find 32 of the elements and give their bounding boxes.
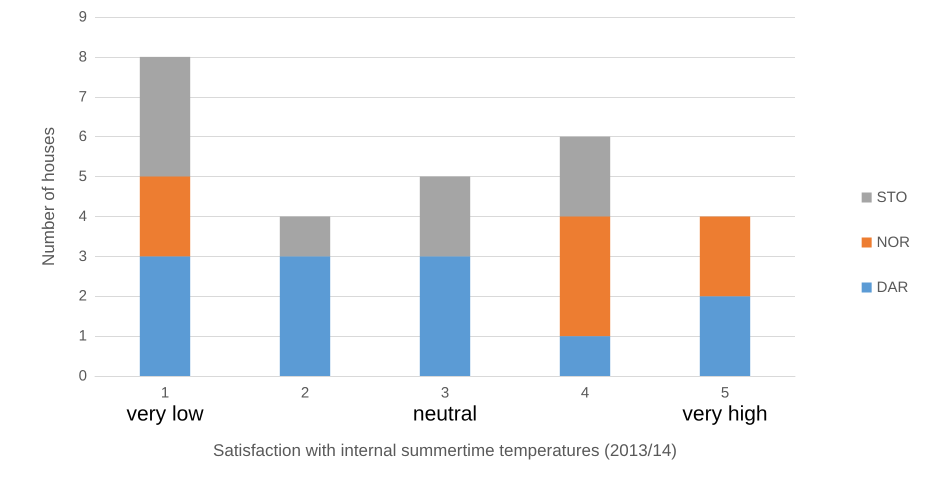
bar: [420, 176, 470, 256]
bar: [280, 216, 330, 256]
y-tick-label: 5: [78, 168, 87, 186]
legend-label: DAR: [876, 279, 909, 296]
bar: [560, 216, 610, 336]
y-axis-title: Number of houses: [39, 127, 58, 266]
legend-label: STO: [876, 189, 908, 206]
legend-label: NOR: [876, 234, 910, 251]
bar: [700, 216, 750, 296]
x-tick-label: 3 neutral: [412, 384, 478, 426]
bar: [700, 296, 750, 376]
y-tick-label: 7: [78, 88, 87, 106]
bar: [140, 56, 190, 177]
x-axis-title: Satisfaction with internal summertime temperatures (2013/14): [213, 441, 677, 460]
y-tick-label: 3: [78, 248, 87, 265]
bar: [140, 176, 190, 256]
y-tick-label: 4: [78, 208, 87, 225]
x-tick-label: 1 very low: [126, 384, 204, 426]
x-tick-label: 2: [300, 384, 310, 402]
x-tick-label: 4: [580, 384, 590, 402]
bar: [280, 256, 330, 376]
y-tick-label: 9: [78, 8, 87, 26]
y-tick-label: 1: [78, 328, 87, 345]
bar: [560, 136, 610, 216]
y-tick-label: 2: [78, 288, 87, 305]
x-tick-label: 5 very high: [682, 384, 768, 426]
bar: [140, 256, 190, 376]
y-tick-label: 0: [78, 368, 87, 384]
bar: [420, 256, 470, 376]
y-tick-label: 6: [78, 128, 87, 146]
y-tick-label: 8: [78, 48, 87, 66]
bar: [560, 336, 610, 376]
